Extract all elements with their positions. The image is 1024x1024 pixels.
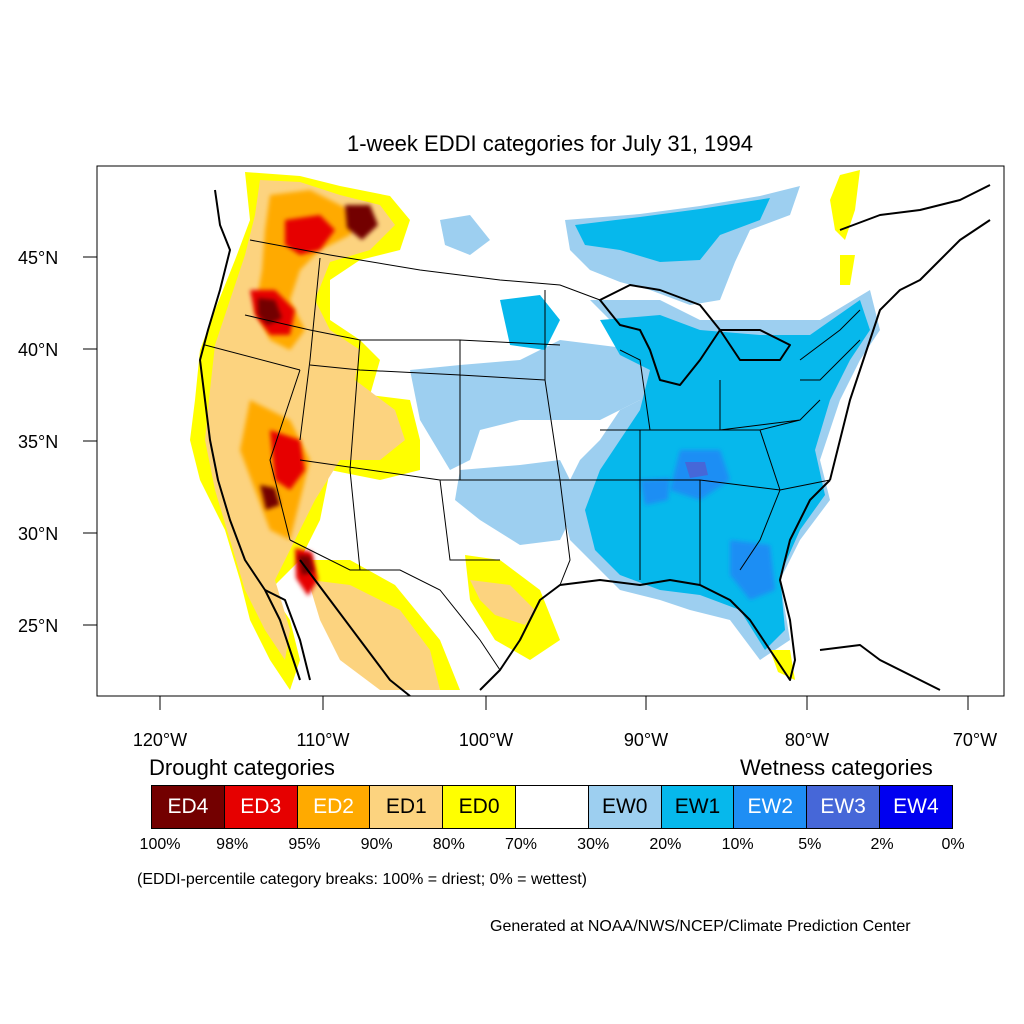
state-borders: [204, 239, 861, 671]
legend-break-label: 10%: [721, 836, 754, 853]
dry-area-maine: [840, 255, 855, 285]
dry-area-ed4-nevada: [260, 485, 280, 510]
category-note: (EDDI-percentile category breaks: 100% =…: [137, 871, 587, 888]
state-grid-central: [544, 290, 831, 586]
lon-tick-label: 100°W: [459, 730, 513, 750]
longitude-axis: 120°W 110°W 100°W 90°W 80°W 70°W: [133, 696, 997, 750]
dry-area-ed4-idaho: [345, 205, 378, 240]
lon-tick-label: 80°W: [785, 730, 829, 750]
west-coast-line: [199, 189, 301, 681]
legend-break-label: 5%: [798, 836, 822, 853]
state-grid-east: [739, 309, 861, 571]
credit-text: Generated at NOAA/NWS/NCEP/Climate Predi…: [490, 918, 911, 935]
wet-area-east-ew2-ga: [730, 540, 775, 600]
lon-tick-label: 90°W: [624, 730, 668, 750]
wet-area-plains: [410, 340, 640, 470]
dry-area-ed4-oregon: [258, 298, 282, 325]
dry-area-ed3-nevada: [270, 430, 305, 490]
baja-line: [264, 589, 311, 681]
drought-heading: Drought categories: [149, 755, 335, 780]
legend-break-label: 20%: [649, 836, 682, 853]
lon-tick-label: 70°W: [953, 730, 997, 750]
legend-swatch: EW3: [806, 785, 880, 829]
legend-break-label: 80%: [432, 836, 465, 853]
dry-area-mexico-ed1: [305, 570, 440, 690]
canada-border-line: [249, 239, 601, 301]
legend-break-label: 90%: [360, 836, 393, 853]
legend-swatch: EW1: [660, 785, 735, 829]
legend-swatch: ED3: [223, 785, 298, 829]
legend-break-label: 95%: [288, 836, 321, 853]
legend-break-label: 98%: [216, 836, 249, 853]
east-coast-line: [829, 219, 991, 481]
legend-swatch: ED2: [296, 785, 371, 829]
lon-tick-label: 120°W: [133, 730, 187, 750]
eddi-map: 45°N 40°N 35°N 30°N 25°N 120°W 110°W 100…: [18, 165, 1005, 750]
lat-tick-label: 30°N: [18, 524, 58, 544]
legend-break-label: 100%: [139, 836, 181, 853]
wet-area-north-dakota: [440, 215, 490, 255]
lat-tick-label: 35°N: [18, 432, 58, 452]
wet-area-southern-plains: [455, 460, 580, 545]
map-frame: [96, 165, 1005, 697]
map-title: 1-week EDDI categories for July 31, 1994: [347, 131, 753, 156]
dry-area-ed4-mex: [298, 555, 314, 575]
legend-break-label: 30%: [577, 836, 610, 853]
latitude-axis: 45°N 40°N 35°N 30°N 25°N: [18, 248, 97, 636]
legend-break-label: 70%: [504, 836, 538, 853]
legend-break-label: 2%: [870, 836, 894, 853]
dry-area-ed3-pnw: [285, 215, 335, 255]
dry-area-florida-coast: [770, 650, 795, 680]
legend-swatch: [515, 785, 589, 829]
great-lakes-line: [599, 284, 791, 386]
gulf-coast-line: [479, 479, 831, 691]
dry-area-quebec: [830, 170, 860, 240]
lat-tick-label: 40°N: [18, 340, 58, 360]
legend-swatch: ED4: [151, 785, 225, 829]
wet-area-east-ew2-ky: [640, 478, 670, 505]
coastlines: [199, 184, 991, 696]
lat-tick-label: 25°N: [18, 616, 58, 636]
legend-swatch: ED1: [369, 785, 444, 829]
legend-break-label: 0%: [941, 836, 965, 853]
mexico-border-line: [289, 539, 501, 671]
wet-area-ew3: [685, 462, 708, 478]
legend-swatch: EW0: [587, 785, 662, 829]
wetness-heading: Wetness categories: [740, 755, 933, 780]
category-shading: [190, 170, 991, 696]
wet-area-ontario-core: [575, 198, 770, 262]
state-grid-west: [204, 257, 561, 571]
dry-area-texas-ed1: [470, 580, 535, 625]
mexico-mainland-line: [299, 559, 411, 696]
legend-swatch: EW2: [733, 785, 808, 829]
cuba-line: [819, 644, 941, 691]
legend-swatch: ED0: [442, 785, 516, 829]
lon-tick-label: 110°W: [297, 730, 350, 750]
legend-swatch: EW4: [879, 785, 953, 829]
hudson-st-lawrence-line: [839, 184, 991, 231]
lat-tick-label: 45°N: [18, 248, 58, 268]
wet-area-dakotas: [500, 295, 560, 350]
